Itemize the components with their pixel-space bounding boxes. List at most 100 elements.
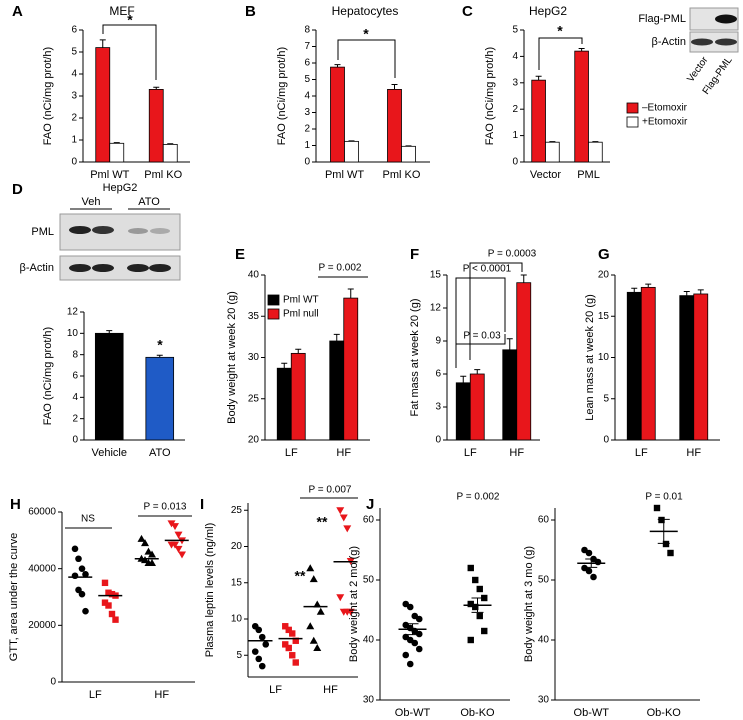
dot	[415, 630, 423, 638]
dot	[174, 545, 183, 553]
y-tick-label: 6	[72, 371, 78, 382]
y-tick-label: 0	[50, 677, 56, 688]
bracket	[455, 334, 506, 368]
bar	[516, 282, 532, 441]
y-axis-label: Fat mass at week 20 (g)	[409, 299, 421, 417]
panel-letter: I	[200, 496, 204, 513]
y-tick-label: 60	[538, 515, 550, 526]
blot-band	[715, 38, 737, 46]
blot-group-label: ATO	[138, 196, 160, 208]
x-tick-label: Vector	[530, 169, 562, 181]
error-bar	[697, 289, 704, 294]
y-tick-label: 0	[435, 435, 441, 446]
dot	[590, 573, 597, 581]
y-tick-label: 2	[72, 413, 78, 424]
dot	[306, 564, 315, 572]
y-axis-label: FAO (nCi/mg prot/h)	[42, 47, 54, 145]
blot-band	[92, 264, 114, 272]
blot-title: HepG2	[103, 182, 138, 194]
panel-letter: B	[245, 3, 256, 20]
y-tick-label: 4	[72, 392, 78, 403]
dot	[112, 616, 119, 623]
y-tick-label: 5	[603, 393, 609, 404]
y-axis-label: Lean mass at week 20 (g)	[584, 294, 596, 421]
dot	[105, 602, 112, 609]
x-tick-label: LF	[464, 447, 477, 459]
y-tick-label: 5	[304, 74, 310, 85]
dot	[148, 559, 156, 566]
dot	[336, 507, 345, 515]
dot	[255, 655, 263, 663]
y-tick-label: 60	[363, 515, 375, 526]
error-bar	[549, 141, 556, 143]
bar	[574, 50, 589, 163]
panel-title: MEF	[109, 4, 134, 18]
error-bar	[474, 369, 481, 374]
y-tick-label: 3	[512, 77, 518, 88]
y-tick-label: 8	[304, 25, 310, 36]
dot	[75, 555, 82, 563]
y-tick-label: 6	[304, 58, 310, 69]
y-tick-label: 30	[363, 695, 375, 706]
dot	[289, 630, 296, 637]
x-tick-label: HF	[154, 689, 169, 701]
y-tick-label: 4	[512, 51, 518, 62]
x-tick-label: LF	[269, 684, 282, 696]
dot	[585, 567, 593, 575]
error-bar	[406, 623, 419, 636]
dot	[171, 523, 179, 531]
dot	[658, 516, 665, 524]
dot	[71, 572, 79, 580]
bar	[330, 66, 345, 163]
y-tick-label: 9	[435, 336, 441, 347]
x-tick-label: HF	[686, 447, 701, 459]
y-tick-label: 15	[430, 270, 442, 281]
dot	[662, 540, 670, 548]
bar	[545, 141, 560, 163]
blot-band	[150, 228, 170, 234]
blot-band	[69, 226, 91, 234]
panel-letter: A	[12, 3, 23, 20]
y-axis-label: Body weight at 2 mo (g)	[348, 546, 360, 662]
dot	[406, 660, 414, 668]
y-tick-label: 5	[512, 25, 518, 36]
dot	[476, 612, 483, 620]
dot	[306, 622, 315, 630]
x-tick-label: ATO	[149, 447, 171, 459]
y-tick-label: 1	[304, 140, 310, 151]
dot	[476, 585, 483, 593]
y-tick-label: 12	[67, 307, 79, 318]
blot-band	[715, 14, 737, 24]
y-tick-label: 3	[71, 91, 77, 102]
x-tick-label: LF	[89, 689, 102, 701]
dot	[585, 549, 593, 557]
dot	[411, 639, 419, 647]
error-bar	[295, 348, 302, 354]
dot	[255, 626, 263, 634]
dot	[653, 504, 661, 512]
legend-label: Pml WT	[283, 295, 319, 306]
error-bar	[683, 291, 690, 296]
dot	[667, 549, 674, 557]
dot	[82, 571, 89, 578]
panel-letter: H	[10, 496, 21, 513]
error-bar	[106, 330, 113, 334]
y-tick-label: 60000	[28, 507, 56, 518]
dot	[282, 641, 289, 648]
y-tick-label: 40	[248, 270, 260, 281]
blot-strip	[689, 7, 739, 31]
dot	[415, 615, 423, 623]
y-tick-label: 40	[363, 635, 375, 646]
x-tick-label: Pml WT	[90, 169, 129, 181]
blot-band	[69, 264, 91, 272]
dot	[144, 547, 153, 555]
bar	[109, 142, 125, 163]
y-tick-label: 20	[598, 270, 610, 281]
y-tick-label: 30	[248, 352, 260, 363]
error-bar	[333, 333, 340, 341]
dot	[108, 590, 116, 598]
dot	[316, 607, 325, 615]
y-tick-label: 8	[72, 349, 78, 360]
blot-group-label: Veh	[82, 196, 101, 208]
y-axis-label: FAO (nCi/mg prot/h)	[484, 47, 496, 145]
